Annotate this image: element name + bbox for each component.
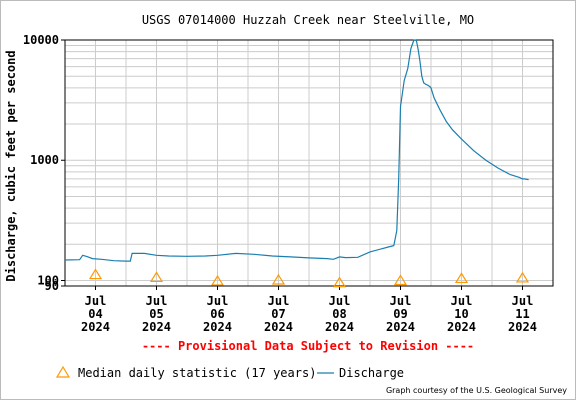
x-tick-label: 2024 [325, 320, 354, 334]
median-marker [393, 274, 408, 286]
y-axis-label: Discharge, cubic feet per second [4, 50, 18, 281]
x-axis-ticks: Jul042024Jul052024Jul062024Jul072024Jul0… [81, 286, 537, 334]
x-tick-label: 2024 [203, 320, 232, 334]
x-tick-label: 2024 [447, 320, 476, 334]
x-tick-label: Jul [207, 294, 229, 308]
credit-text: Graph courtesy of the U.S. Geological Su… [386, 386, 567, 395]
x-tick-label: Jul [329, 294, 351, 308]
median-marker [332, 276, 347, 288]
y-tick-label: 100 [37, 273, 59, 287]
median-marker [149, 271, 164, 283]
x-tick-label: 04 [88, 307, 102, 321]
y-tick-label: 10000 [23, 33, 59, 47]
x-tick-label: 09 [393, 307, 407, 321]
x-tick-label: Jul [390, 294, 412, 308]
x-tick-label: 2024 [386, 320, 415, 334]
chart-title: USGS 07014000 Huzzah Creek near Steelvil… [142, 13, 474, 27]
plot-area [64, 39, 554, 287]
grid-lines [65, 40, 553, 287]
x-tick-label: 05 [149, 307, 163, 321]
x-tick-label: 2024 [508, 320, 537, 334]
x-tick-label: Jul [268, 294, 290, 308]
median-marker [271, 273, 286, 285]
x-tick-label: 08 [332, 307, 346, 321]
legend: Median daily statistic (17 years) Discha… [55, 365, 404, 380]
legend-median-label: Median daily statistic (17 years) [78, 366, 316, 380]
provisional-notice: ---- Provisional Data Subject to Revisio… [142, 339, 474, 353]
median-marker [454, 272, 469, 284]
x-tick-label: 2024 [81, 320, 110, 334]
x-tick-label: Jul [146, 294, 168, 308]
median-marker [88, 268, 103, 280]
x-tick-label: 2024 [264, 320, 293, 334]
legend-discharge-label: Discharge [339, 366, 404, 380]
median-marker [515, 271, 530, 283]
x-tick-label: Jul [85, 294, 107, 308]
discharge-line [64, 39, 529, 262]
x-tick-label: Jul [451, 294, 473, 308]
y-tick-label: 1000 [30, 153, 59, 167]
median-marker [210, 274, 225, 286]
x-tick-label: 07 [271, 307, 285, 321]
y-tick-label: 90 [45, 279, 59, 293]
median-markers [88, 268, 530, 288]
x-tick-label: 06 [210, 307, 224, 321]
legend-median-icon [55, 365, 71, 378]
x-tick-label: 11 [515, 307, 529, 321]
x-tick-label: Jul [512, 294, 534, 308]
x-tick-label: 10 [454, 307, 468, 321]
x-tick-label: 2024 [142, 320, 171, 334]
